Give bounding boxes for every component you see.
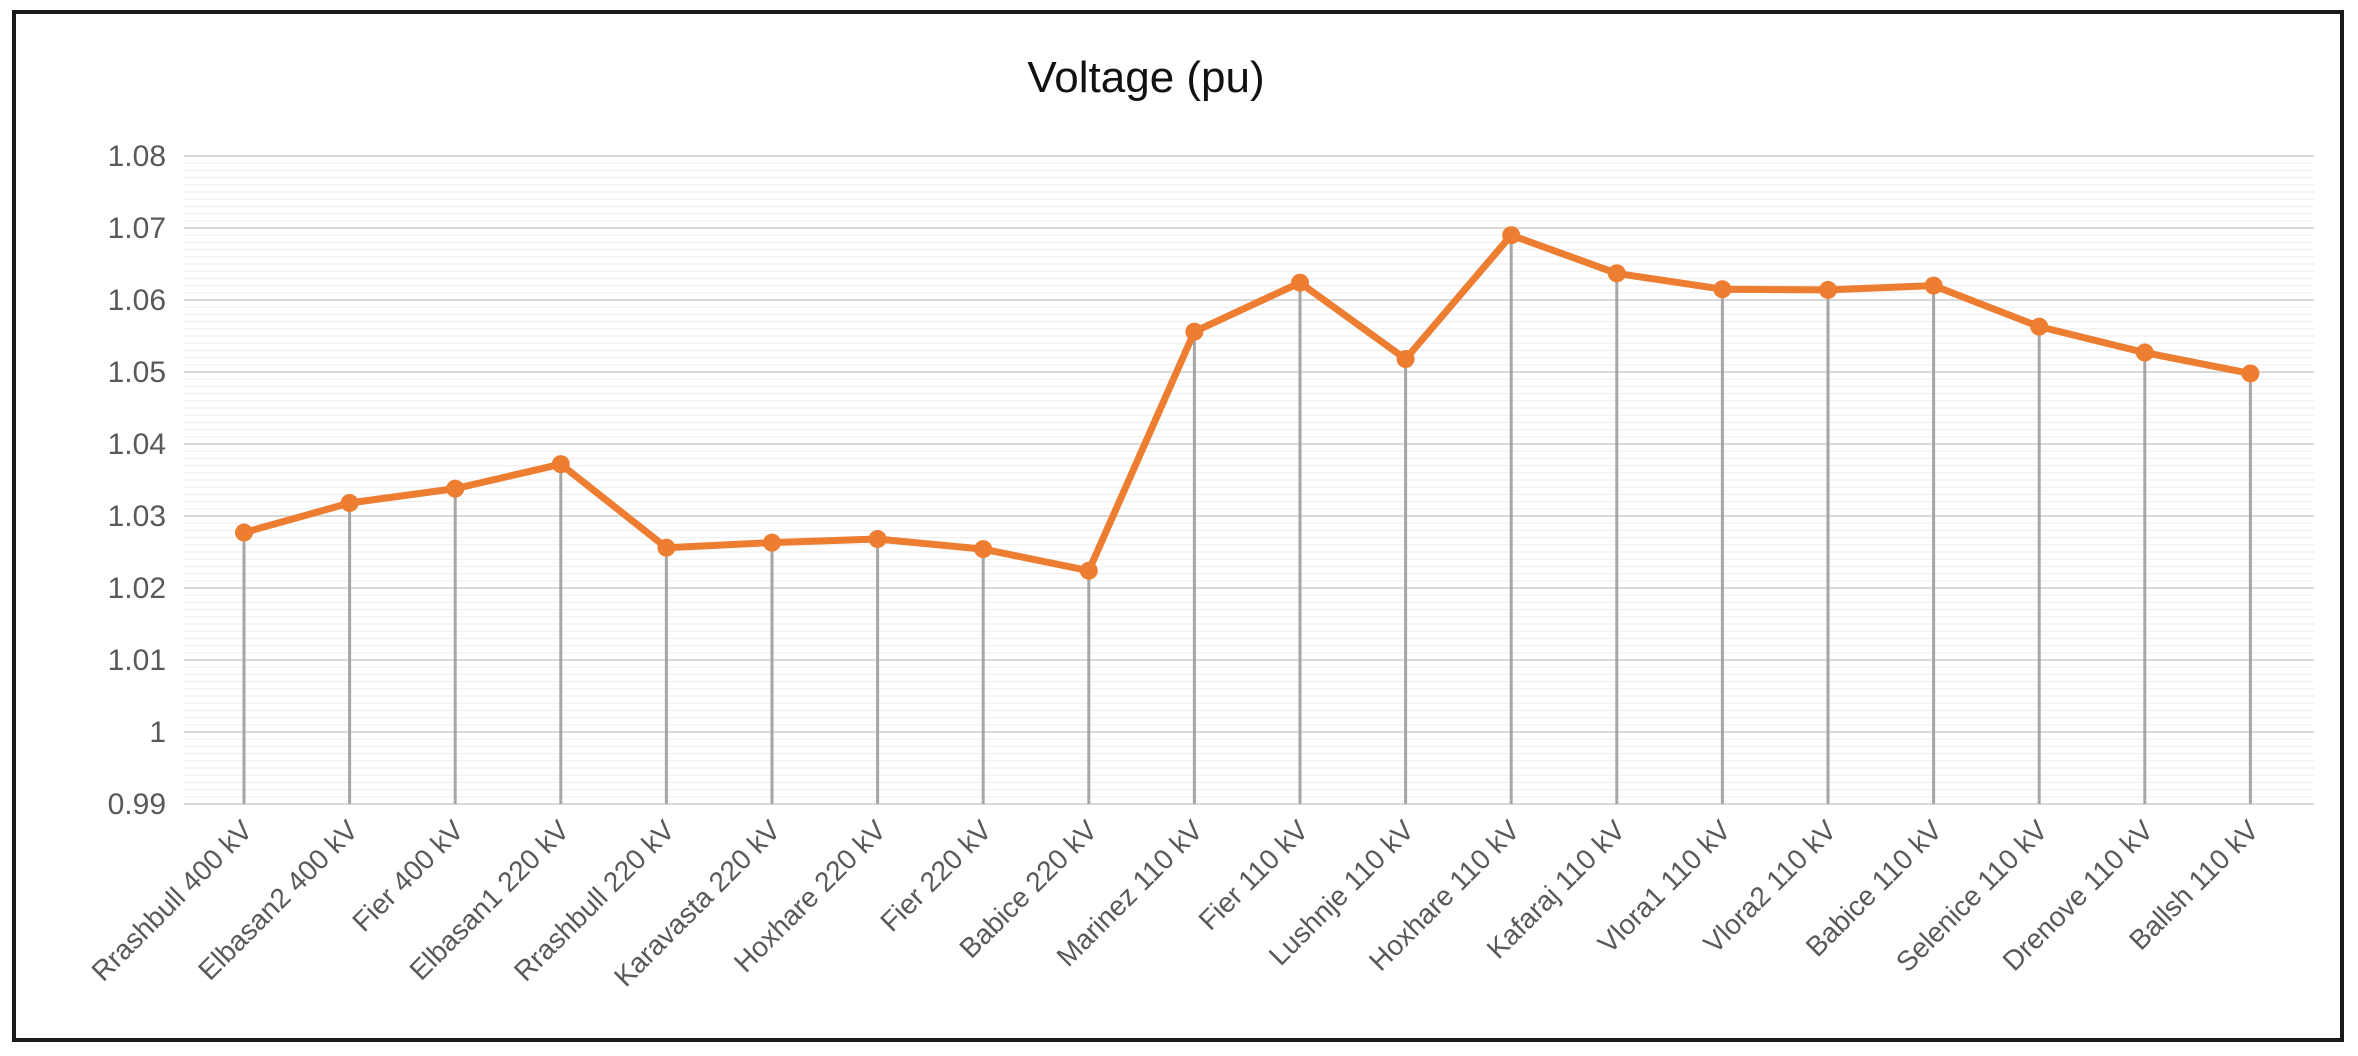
y-tick-label: 1.07 (108, 212, 166, 245)
y-tick-label: 1.04 (108, 428, 166, 461)
data-point (1819, 280, 1837, 299)
y-tick-label: 1.05 (108, 356, 166, 389)
data-point (1079, 561, 1098, 580)
data-point (340, 494, 359, 513)
data-point (1607, 264, 1626, 283)
chart-title: Voltage (pu) (1027, 53, 1264, 102)
data-point (235, 523, 253, 542)
data-point (2135, 343, 2154, 362)
data-point (1502, 226, 1521, 245)
data-points (235, 226, 2260, 580)
data-point (763, 533, 781, 552)
data-point (1713, 280, 1732, 299)
y-axis-ticks: 0.99 1 1.01 1.02 1.03 1.04 1.05 1.06 1.07 1.08 (108, 140, 166, 821)
series-line (240, 231, 2254, 575)
y-tick-label: 1.01 (108, 644, 166, 677)
data-point (868, 530, 887, 549)
y-tick-label: 1.02 (108, 572, 166, 605)
grid (184, 155, 2314, 805)
y-tick-label: 1.08 (108, 140, 166, 173)
data-point (446, 479, 465, 498)
data-point (2241, 364, 2260, 383)
data-point (657, 538, 676, 557)
y-tick-label: 1.06 (108, 284, 166, 317)
data-point (1396, 350, 1415, 369)
data-point (551, 455, 570, 474)
data-point (1291, 273, 1309, 292)
y-tick-label: 1 (149, 716, 166, 749)
data-point (1185, 322, 1204, 341)
drop-lines (242, 235, 2252, 804)
y-tick-label: 1.03 (108, 500, 166, 533)
chart-frame: Voltage (pu) 0.99 1 1.01 1.02 1.03 1.04 1.05 1.… (12, 10, 2344, 1042)
y-tick-label: 0.99 (108, 788, 166, 821)
data-point (974, 540, 993, 559)
line-chart: Voltage (pu) 0.99 1 1.01 1.02 1.03 1.04 1.05 1.… (86, 53, 2314, 993)
data-point (2030, 317, 2049, 336)
data-point (1924, 276, 1943, 295)
series-polyline (240, 231, 2254, 575)
